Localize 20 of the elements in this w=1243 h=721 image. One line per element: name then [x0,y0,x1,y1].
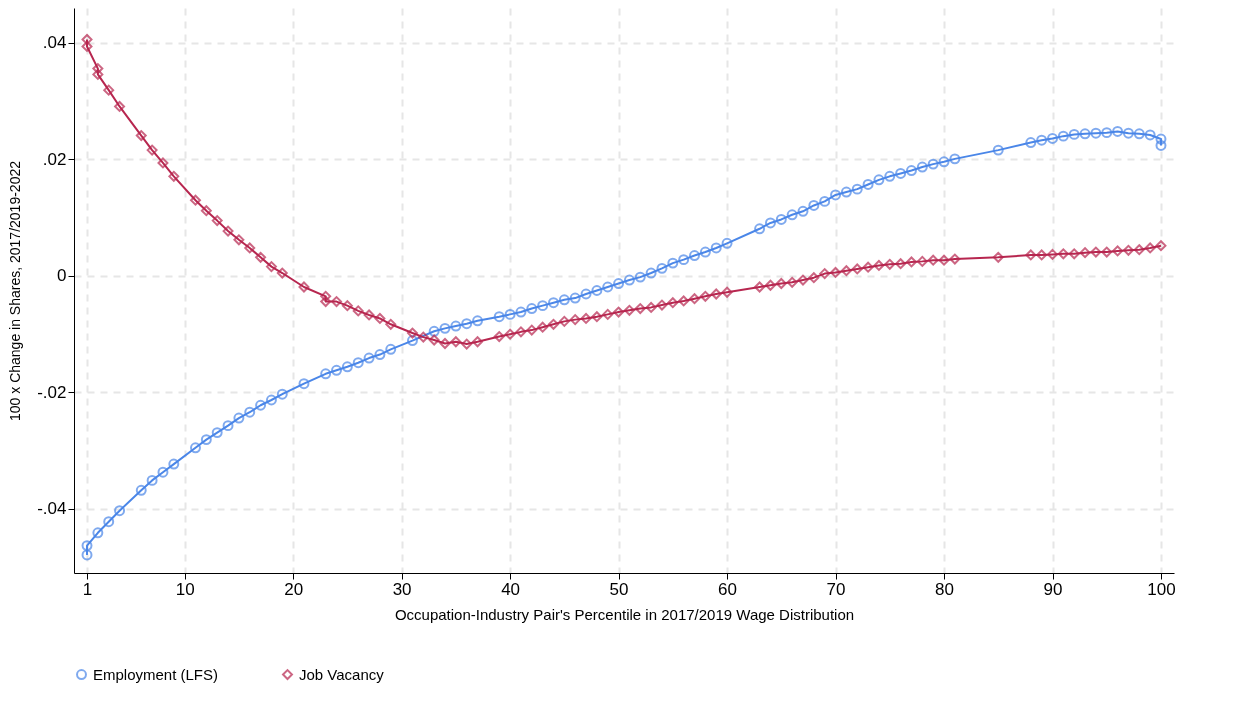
x-tick-label: 50 [609,579,629,599]
x-tick-label: 1 [82,579,93,599]
x-tick-label: 60 [718,579,738,599]
y-tick-label: 0 [57,266,67,286]
legend-label: Job Vacancy [299,665,385,683]
y-axis-title: 100 x Change in Shares, 2017/2019-2022 [7,160,24,421]
y-tick-label: -.02 [37,382,67,402]
x-tick-label: 70 [826,579,846,599]
y-tick-label: .02 [42,149,67,169]
y-tick-label: -.04 [37,499,67,519]
x-tick-label: 90 [1043,579,1063,599]
x-tick-label: 30 [392,579,412,599]
legend-label: Employment (LFS) [93,665,219,683]
y-tick-label: .04 [42,33,67,53]
x-tick-label: 80 [935,579,954,599]
x-tick-label: 40 [501,579,521,599]
x-tick-label: 10 [175,579,195,599]
x-tick-label: 20 [284,579,304,599]
x-axis-title: Occupation-Industry Pair's Percentile in 2017/2019 Wage Distribution [394,605,855,623]
x-tick-label: 100 [1147,579,1176,599]
